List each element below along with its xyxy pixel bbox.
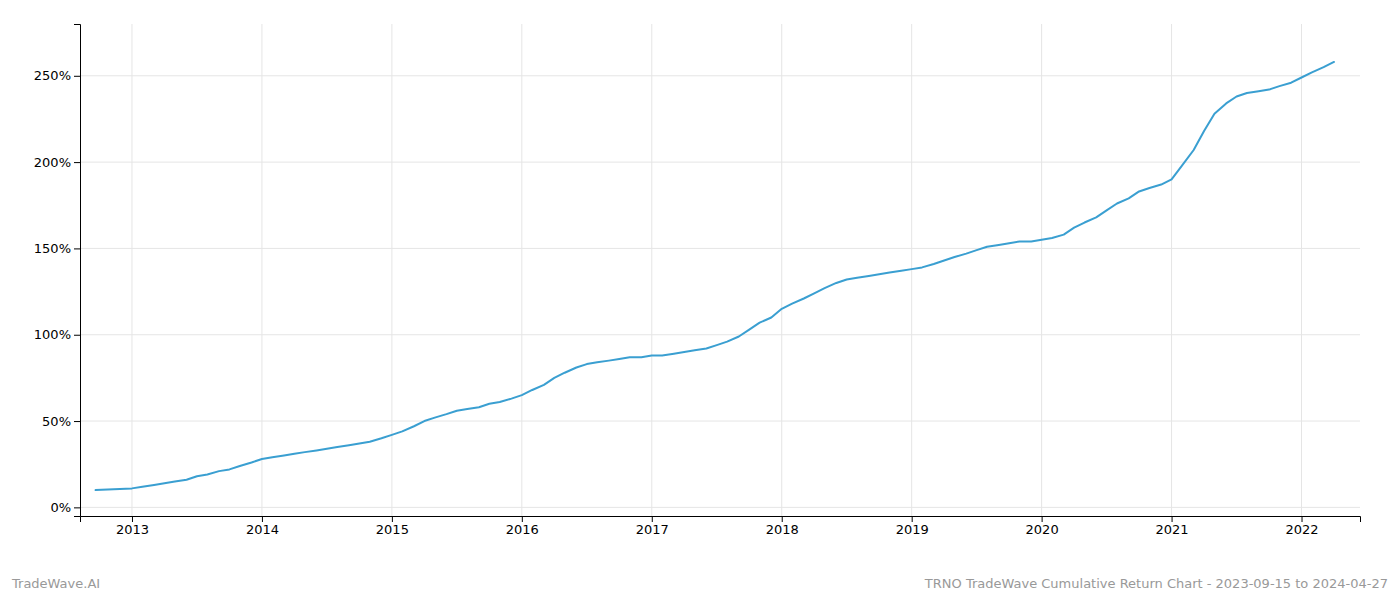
tick: 2017 [636, 516, 669, 537]
grid-line-x [1301, 24, 1302, 516]
tick: 2015 [376, 516, 409, 537]
watermark: TradeWave.AI [11, 576, 100, 591]
tick-label: 250% [34, 68, 71, 83]
grid-line-x [1171, 24, 1172, 516]
tick-mark [912, 516, 913, 522]
tick-label: 0% [50, 500, 71, 515]
grid-line-x [261, 24, 262, 516]
axis-line [74, 25, 81, 517]
tick: 2018 [766, 516, 799, 537]
tick: 200% [34, 155, 80, 170]
x-axis: 2013 2014 2015 2016 2017 2018 2019 2020 2021 2022 [81, 516, 1361, 537]
tick: 100% [34, 327, 80, 342]
tick: 250% [34, 68, 80, 83]
grid-line-x [651, 24, 652, 516]
grid-line-y [80, 421, 1360, 422]
tick-label: 200% [34, 155, 71, 170]
tick: 50% [42, 414, 80, 429]
plot: 2013 2014 2015 2016 2017 2018 2019 2020 2021 2022… [34, 24, 1361, 537]
grid-line-y [80, 162, 1360, 163]
tick-label: 2017 [636, 522, 669, 537]
tick-label: 2020 [1026, 522, 1059, 537]
grid-line-y [80, 334, 1360, 335]
tick-label: 2022 [1285, 522, 1318, 537]
tick-label: 150% [34, 241, 71, 256]
tick: 2020 [1026, 516, 1059, 537]
tick-mark [74, 162, 80, 163]
tick: 2019 [896, 516, 929, 537]
tick-mark [74, 421, 80, 422]
tick-label: 100% [34, 327, 71, 342]
tick-label: 2018 [766, 522, 799, 537]
grid-line-y [80, 248, 1360, 249]
tick-label: 2016 [506, 522, 539, 537]
line [96, 62, 1334, 490]
tick-mark [1042, 516, 1043, 522]
grid-line-x [781, 24, 782, 516]
grid [80, 24, 1360, 516]
tick-mark [74, 335, 80, 336]
grid-line-x [131, 24, 132, 516]
grid-line-x [1041, 24, 1042, 516]
tick: 2021 [1156, 516, 1189, 537]
marks [96, 62, 1334, 490]
tick-label: 2019 [896, 522, 929, 537]
grid-line-y [80, 507, 1360, 508]
tick-mark [392, 516, 393, 522]
tick-label: 2015 [376, 522, 409, 537]
axis-line [81, 517, 1361, 523]
tick-label: 2013 [116, 522, 149, 537]
tick-label: 2021 [1156, 522, 1189, 537]
tick: 150% [34, 241, 80, 256]
tick-mark [1302, 516, 1303, 522]
tick-label: 2014 [246, 522, 279, 537]
tick-mark [1172, 516, 1173, 522]
tick: 2014 [246, 516, 279, 537]
tick-mark [262, 516, 263, 522]
tick: 2016 [506, 516, 539, 537]
tick-mark [132, 516, 133, 522]
tick-label: 50% [42, 414, 71, 429]
tick: 2022 [1285, 516, 1318, 537]
grid-line-x [521, 24, 522, 516]
tick-mark [522, 516, 523, 522]
tick-mark [74, 76, 80, 77]
background [0, 0, 1400, 600]
grid-line-x [391, 24, 392, 516]
y-axis: 0% 50% 100% 150% 200% 250% [34, 25, 81, 517]
tick-mark [652, 516, 653, 522]
tick: 0% [50, 500, 80, 515]
chart: 2013 2014 2015 2016 2017 2018 2019 2020 2021 2022… [0, 0, 1400, 600]
tick-mark [782, 516, 783, 522]
grid-line-y [80, 75, 1360, 76]
tick: 2013 [116, 516, 149, 537]
tick-mark [74, 248, 80, 249]
tick-mark [74, 507, 80, 508]
title: TRNO TradeWave Cumulative Return Chart -… [924, 576, 1388, 591]
